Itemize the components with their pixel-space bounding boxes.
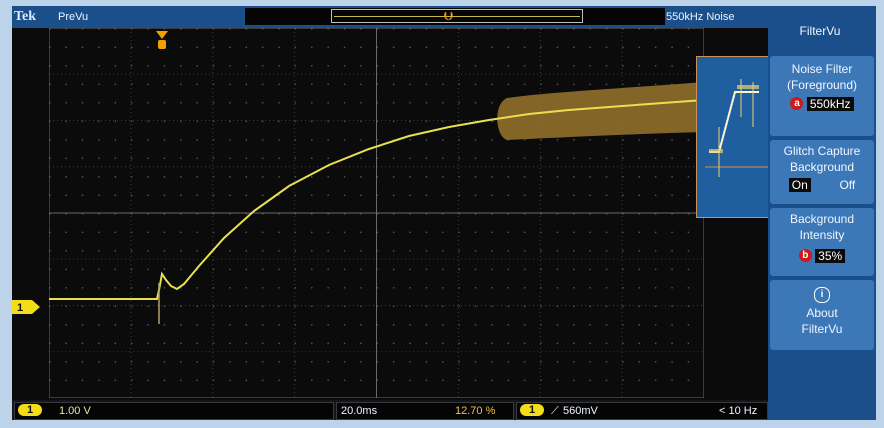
glitch-background-band [497, 82, 704, 140]
about-sublabel: FilterVu [801, 322, 843, 336]
noise-filter-sublabel: (Foreground) [786, 78, 858, 92]
filter-readout: 550kHz Noise [666, 11, 735, 23]
graticule-gridlines [49, 28, 704, 398]
info-icon: i [770, 286, 874, 303]
channel1-ground-marker[interactable]: 1 [12, 300, 40, 314]
background-intensity-sublabel: Intensity [799, 228, 845, 242]
record-view-bar[interactable]: ⮋ [245, 8, 665, 25]
filter-illustration [697, 57, 779, 217]
scope-screen: Tek PreVu ⮋ 550kHz Noise [12, 6, 780, 420]
channel1-scale: 1.00 V [59, 405, 91, 417]
knob-a-icon: a [790, 97, 804, 111]
acquisition-mode-label: PreVu [58, 11, 89, 23]
bottom-readout-bar: 1 1.00 V 20.0ms 12.70 % 1 ⟋ 560mV < 10 H… [12, 400, 768, 420]
waveform-trace [49, 99, 704, 300]
about-filtervu-button[interactable]: i About FilterVu [770, 280, 874, 350]
background-intensity-button[interactable]: Background Intensity b 35% [770, 208, 874, 276]
background-intensity-label: Background [789, 212, 855, 226]
top-status-bar: Tek PreVu ⮋ 550kHz Noise [12, 6, 768, 28]
record-trace [334, 16, 580, 17]
glitch-on-option[interactable]: On [788, 178, 811, 192]
side-menu: FilterVu Noise Filter (Foreground) a 550… [768, 6, 876, 420]
background-intensity-value-row: b 35% [770, 248, 874, 263]
channel1-chip: 1 [18, 404, 42, 416]
glitch-capture-label: Glitch Capture [783, 144, 861, 158]
glitch-capture-sublabel: Background [789, 160, 855, 174]
noise-filter-label: Noise Filter [791, 62, 853, 76]
timebase-value: 20.0ms [341, 405, 378, 417]
trigger-frequency: < 10 Hz [719, 405, 758, 417]
side-menu-title: FilterVu [799, 24, 841, 38]
graticule [49, 28, 704, 398]
trigger-readout[interactable]: 1 ⟋ 560mV < 10 Hz [516, 402, 768, 420]
noise-filter-button[interactable]: Noise Filter (Foreground) a 550kHz [770, 56, 874, 136]
noise-filter-value: 550kHz [806, 96, 854, 111]
channel1-scale-readout[interactable]: 1 1.00 V [14, 402, 334, 420]
noise-filter-popout [696, 56, 780, 218]
trigger-marker-icon[interactable] [156, 31, 168, 49]
rising-edge-icon: ⟋ [551, 405, 559, 417]
knob-b-icon: b [798, 249, 812, 263]
timebase-readout[interactable]: 20.0ms 12.70 % [336, 402, 514, 420]
glitch-capture-button[interactable]: Glitch Capture Background On Off [770, 140, 874, 204]
brand-logo: Tek [14, 9, 37, 24]
trigger-position-icon: ⮋ [444, 9, 454, 23]
channel-marker-label: 1 [17, 302, 23, 314]
record-view-window: ⮋ [331, 9, 583, 23]
noise-filter-value-row: a 550kHz [770, 96, 874, 111]
trigger-level: 560mV [563, 405, 598, 417]
glitch-off-option[interactable]: Off [839, 178, 856, 192]
trigger-source-chip: 1 [520, 404, 544, 416]
about-label: About [806, 306, 838, 320]
glitch-capture-toggle: On Off [770, 178, 874, 192]
trigger-position-value: 12.70 % [455, 405, 496, 417]
background-intensity-value: 35% [815, 248, 846, 263]
